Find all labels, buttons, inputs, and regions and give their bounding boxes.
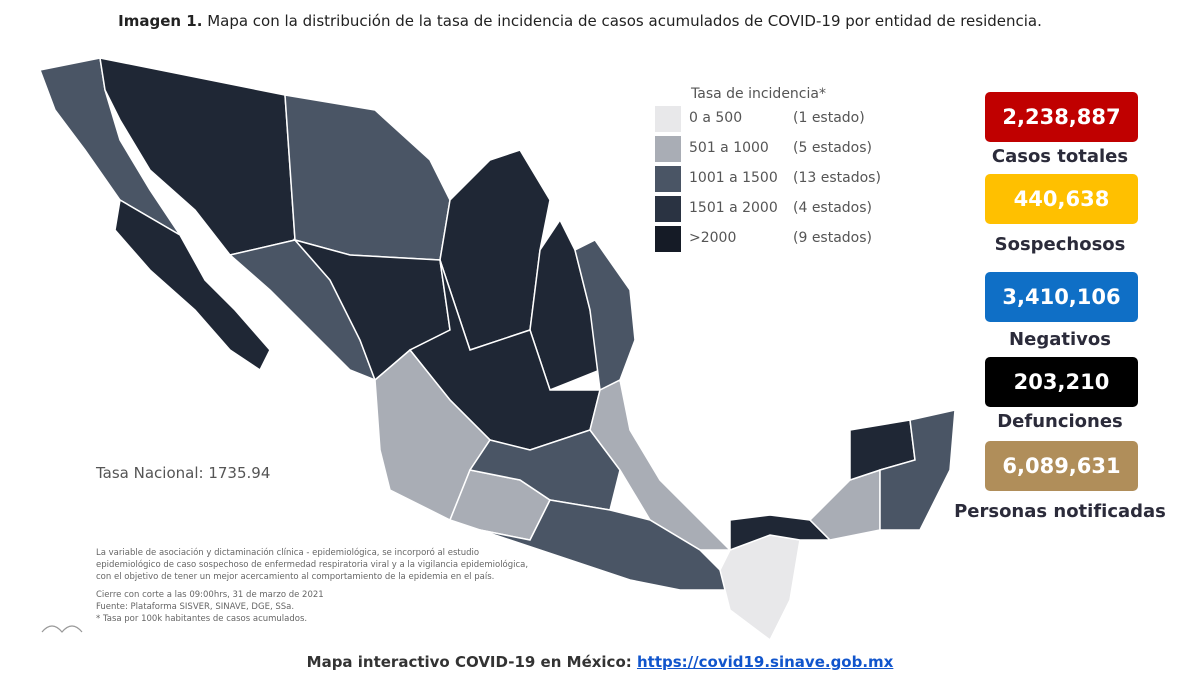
- stat-value: 2,238,887: [985, 92, 1138, 142]
- legend-range: 1001 a 1500: [689, 170, 778, 186]
- state: [719, 534, 801, 642]
- legend-count: (4 estados): [793, 200, 873, 216]
- legend-swatch: [655, 136, 681, 162]
- stat-value: 203,210: [985, 357, 1138, 407]
- legend-swatch: [655, 196, 681, 222]
- title: Imagen 1. Mapa con la distribución de la…: [0, 12, 1160, 30]
- state: [729, 514, 832, 552]
- states: [38, 57, 956, 642]
- note: epidemiológico de caso sospechoso de enf…: [96, 560, 529, 570]
- note: Cierre con corte a las 09:00hrs, 31 de m…: [96, 590, 324, 600]
- state: [574, 239, 636, 392]
- legend-count: (13 estados): [793, 170, 881, 186]
- map: [38, 57, 956, 642]
- stat-label: Sospechosos: [994, 234, 1126, 255]
- stat-label: Defunciones: [997, 411, 1123, 432]
- legend-count: (9 estados): [793, 230, 873, 246]
- legend-swatch: [655, 226, 681, 252]
- note: La variable de asociación y dictaminació…: [96, 548, 480, 558]
- legend-range: 501 a 1000: [689, 140, 769, 156]
- legend-count: (5 estados): [793, 140, 873, 156]
- stat-value: 6,089,631: [985, 441, 1138, 491]
- legend-swatch: [655, 166, 681, 192]
- stat-value: 3,410,106: [985, 272, 1138, 322]
- footer-text: Mapa interactivo COVID-19 en México:: [306, 653, 632, 671]
- note: Fuente: Plataforma SISVER, SINAVE, DGE, …: [96, 602, 295, 612]
- title-label: Imagen 1.: [118, 12, 203, 30]
- stat-value: 440,638: [985, 174, 1138, 224]
- state: [114, 198, 271, 372]
- title-text: Mapa con la distribución de la tasa de i…: [207, 12, 1042, 30]
- state: [479, 499, 732, 591]
- state: [284, 94, 451, 261]
- legend-count: (1 estado): [793, 110, 865, 126]
- state: [879, 409, 956, 531]
- footer-link[interactable]: https://covid19.sinave.gob.mx: [636, 653, 894, 671]
- legend-range: 1501 a 2000: [689, 200, 778, 216]
- legend-range: 0 a 500: [689, 110, 743, 126]
- note: * Tasa por 100k habitantes de casos acum…: [96, 614, 308, 624]
- legend-title: Tasa de incidencia*: [691, 86, 826, 102]
- national-rate: Tasa Nacional: 1735.94: [96, 464, 271, 482]
- note: con el objetivo de tener un mejor acerca…: [96, 572, 495, 582]
- legend-range: >2000: [689, 230, 737, 246]
- logo: [41, 625, 83, 633]
- state: [808, 468, 881, 541]
- legend-swatch: [655, 106, 681, 132]
- footer: Mapa interactivo COVID-19 en México: htt…: [0, 653, 1200, 671]
- stat-label: Casos totales: [991, 146, 1129, 167]
- stat-label: Personas notificadas: [954, 501, 1166, 522]
- stat-label: Negativos: [1009, 329, 1111, 350]
